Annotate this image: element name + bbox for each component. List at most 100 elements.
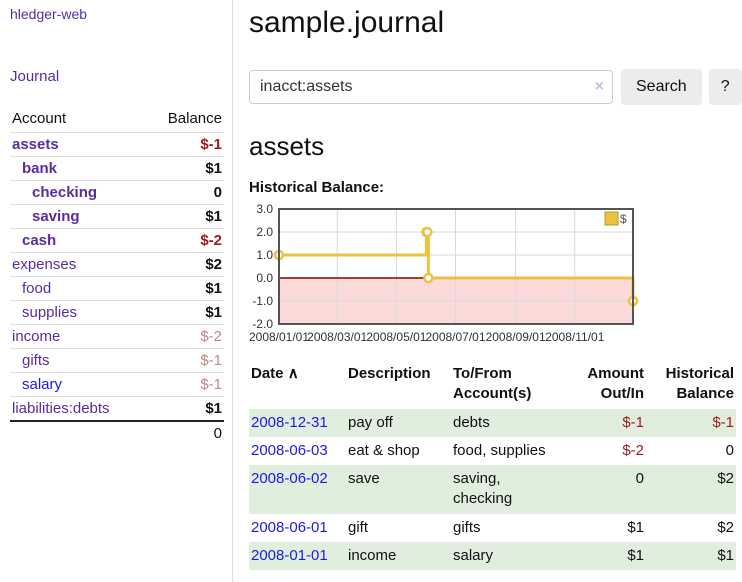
account-balance: $2: [145, 252, 224, 277]
sidebar-account-liabilities-debts[interactable]: liabilities:debts: [12, 400, 110, 417]
historical-balance-label: Historical Balance:: [249, 179, 385, 196]
transaction-date-link[interactable]: 2008-06-01: [251, 518, 328, 536]
svg-text:1.0: 1.0: [256, 248, 273, 262]
register-header-accounts: To/From Account(s): [453, 365, 532, 403]
transaction-date-link[interactable]: 2008-06-03: [251, 441, 328, 459]
account-balance: $1: [145, 276, 224, 301]
register-row: 2008-01-01 income salary $1 $1: [249, 541, 736, 570]
account-row: liabilities:debts $1: [10, 396, 224, 421]
transaction-accounts: saving, checking: [453, 470, 513, 508]
sidebar-account-assets[interactable]: assets: [12, 136, 59, 153]
account-row: saving $1: [10, 204, 224, 229]
transaction-balance: $2: [717, 470, 734, 487]
account-balance: $1: [145, 204, 224, 229]
sidebar-item-journal[interactable]: Journal: [10, 68, 60, 85]
account-row: assets $-1: [10, 132, 224, 157]
transaction-accounts: food, supplies: [453, 441, 546, 459]
account-row: cash $-2: [10, 228, 224, 253]
transaction-description: gift: [348, 518, 369, 536]
transaction-description: eat & shop: [348, 441, 420, 459]
sidebar-account-checking[interactable]: checking: [32, 184, 98, 201]
app-title-link[interactable]: hledger-web: [10, 6, 88, 22]
transaction-balance: $-1: [712, 413, 734, 431]
account-balance: $-2: [145, 228, 224, 253]
transaction-amount: $-1: [622, 413, 644, 431]
transaction-balance: $1: [717, 546, 734, 564]
account-balance: $-1: [145, 348, 224, 373]
account-row: bank $1: [10, 156, 224, 181]
register-rows: 2008-12-31 pay off debts $-1 $-1 2008-06-03 ea…: [249, 408, 736, 570]
svg-text:-1.0: -1.0: [252, 294, 273, 308]
transaction-date-link[interactable]: 2008-12-31: [251, 413, 328, 431]
account-balance: 0: [145, 180, 224, 205]
transaction-amount: $1: [627, 546, 644, 564]
account-row: gifts $-1: [10, 348, 224, 373]
transaction-date-link[interactable]: 2008-06-02: [251, 470, 328, 487]
page-title: sample.journal: [249, 6, 445, 39]
account-heading: assets: [249, 131, 325, 161]
svg-text:$: $: [620, 212, 627, 226]
transaction-accounts: gifts: [453, 518, 481, 536]
sidebar: hledger-web Journal Account Balance asse…: [0, 0, 233, 582]
transaction-date-link[interactable]: 2008-01-01: [251, 546, 328, 564]
account-balance-table: Account Balance assets $-1 bank $1 checking 0…: [10, 106, 224, 445]
account-balance: $-1: [145, 132, 224, 157]
svg-text:2008/09/01: 2008/09/01: [486, 330, 546, 344]
transaction-description: income: [348, 546, 397, 564]
sidebar-account-cash[interactable]: cash: [22, 232, 57, 249]
account-balance: $1: [145, 300, 224, 325]
register-row: 2008-12-31 pay off debts $-1 $-1: [249, 408, 736, 437]
main-content: sample.journal × Search ? assets Histori…: [233, 0, 742, 582]
sidebar-account-food[interactable]: food: [22, 280, 52, 297]
svg-text:2008/03/01: 2008/03/01: [307, 330, 367, 344]
account-row: salary $-1: [10, 372, 224, 397]
svg-text:2008/07/01: 2008/07/01: [425, 330, 485, 344]
account-row: food $1: [10, 276, 224, 301]
search-button[interactable]: Search: [621, 69, 702, 105]
sort-ascending-icon: ∧: [287, 365, 299, 382]
sidebar-account-saving[interactable]: saving: [32, 208, 80, 225]
sidebar-account-income[interactable]: income: [12, 328, 61, 345]
svg-text:3.0: 3.0: [256, 202, 273, 216]
account-row: expenses $2: [10, 252, 224, 277]
search-help-button[interactable]: ?: [708, 69, 742, 105]
search-input-wrap: ×: [249, 70, 613, 104]
transaction-description: pay off: [348, 413, 393, 431]
register-header-amount: Amount Out/In: [587, 365, 644, 403]
transaction-balance: $2: [717, 518, 734, 536]
register-header-description: Description: [348, 365, 431, 382]
register-row: 2008-06-03 eat & shop food, supplies $-2 0: [249, 437, 736, 465]
svg-text:0.0: 0.0: [256, 271, 273, 285]
search-input[interactable]: [249, 70, 613, 104]
register-table: Date ∧ Description To/From Account(s) Am…: [249, 362, 736, 570]
svg-text:2008/01/01: 2008/01/01: [249, 330, 309, 344]
transaction-accounts: debts: [453, 413, 490, 431]
transaction-description: save: [348, 470, 380, 487]
svg-text:2008/11/01: 2008/11/01: [545, 330, 604, 344]
sidebar-account-expenses[interactable]: expenses: [12, 256, 77, 273]
transaction-amount: $-2: [622, 441, 644, 459]
account-balance: $-2: [145, 324, 224, 349]
account-balance: $1: [145, 396, 224, 421]
clear-search-icon[interactable]: ×: [594, 78, 604, 95]
sidebar-account-supplies[interactable]: supplies: [22, 304, 78, 321]
svg-text:-2.0: -2.0: [252, 317, 273, 331]
transaction-amount: 0: [635, 470, 644, 487]
transaction-amount: $1: [627, 518, 644, 536]
register-row: 2008-06-01 gift gifts $1 $2: [249, 514, 736, 542]
transaction-accounts: salary: [453, 546, 494, 564]
svg-text:2008/05/01: 2008/05/01: [366, 330, 426, 344]
account-rows: assets $-1 bank $1 checking 0 saving $1 cash $-2 e…: [10, 132, 224, 445]
register-row: 2008-06-02 save saving, checking 0 $2: [249, 465, 736, 514]
sidebar-account-salary[interactable]: salary: [22, 376, 63, 393]
balance-total: 0: [145, 420, 224, 445]
balance-total-row: 0: [10, 420, 224, 445]
svg-text:2.0: 2.0: [256, 225, 273, 239]
sidebar-account-bank[interactable]: bank: [22, 160, 58, 177]
balance-column-header: Balance: [167, 110, 222, 127]
sidebar-account-gifts[interactable]: gifts: [22, 352, 50, 369]
register-header-balance: Historical Balance: [665, 365, 734, 403]
account-row: supplies $1: [10, 300, 224, 325]
register-header-date[interactable]: Date ∧: [251, 365, 299, 382]
